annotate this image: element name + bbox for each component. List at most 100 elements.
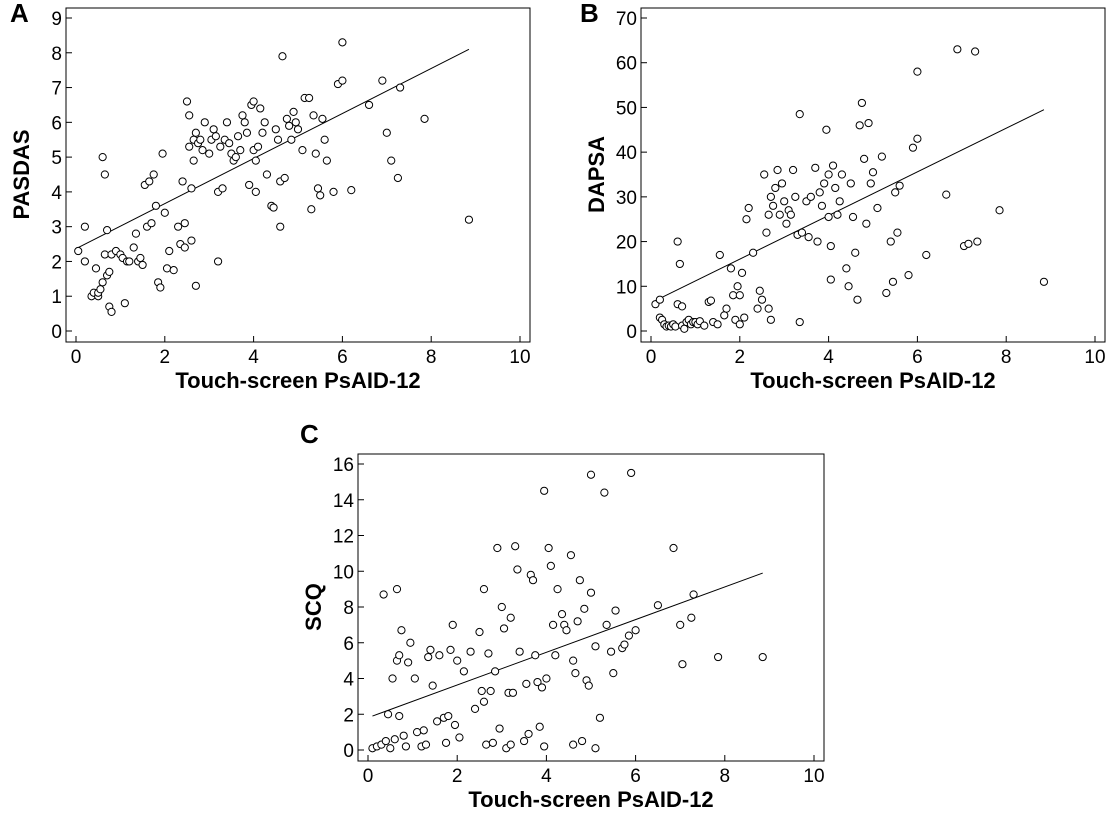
data-point — [313, 184, 323, 193]
data-point — [624, 631, 634, 640]
data-point — [459, 667, 468, 676]
data-point — [602, 620, 611, 629]
data-point — [815, 188, 824, 197]
data-point — [479, 697, 489, 706]
data-point — [524, 729, 533, 739]
data-point — [846, 179, 855, 188]
y-tick-label: 9 — [51, 9, 62, 30]
data-point — [129, 243, 138, 252]
data-point — [298, 146, 307, 155]
data-point — [537, 683, 547, 692]
data-point — [182, 97, 192, 106]
data-point — [396, 83, 405, 92]
data-point — [136, 253, 145, 263]
y-tick-label: 4 — [343, 670, 354, 691]
data-point — [758, 652, 767, 662]
data-point — [347, 186, 356, 195]
y-tick-label: 50 — [616, 98, 637, 119]
data-point — [913, 67, 922, 76]
data-point — [557, 610, 567, 619]
data-point — [749, 248, 758, 257]
y-tick-label: 4 — [51, 183, 62, 204]
x-tick-label: 8 — [720, 766, 731, 787]
data-point — [791, 192, 800, 201]
regression-line — [655, 109, 1045, 302]
data-point — [390, 735, 399, 744]
data-point — [240, 118, 249, 127]
data-point — [379, 590, 388, 599]
data-point — [386, 744, 395, 753]
data-point — [953, 45, 962, 54]
data-point — [882, 288, 891, 298]
data-point — [156, 283, 165, 292]
x-tick-label: 2 — [160, 347, 171, 368]
data-point — [782, 219, 791, 228]
data-point — [757, 295, 767, 304]
data-point — [860, 154, 869, 163]
data-point — [420, 114, 429, 123]
data-point — [533, 677, 542, 687]
data-point — [222, 118, 232, 127]
data-point — [551, 651, 560, 660]
data-point — [174, 222, 183, 231]
data-point — [497, 602, 506, 612]
y-tick-label: 3 — [51, 218, 62, 239]
data-point — [942, 190, 951, 199]
data-point — [888, 277, 898, 286]
data-point — [251, 187, 260, 196]
y-tick-label: 2 — [343, 705, 354, 726]
data-point — [820, 179, 829, 188]
data-point — [196, 135, 205, 144]
data-point — [120, 299, 129, 308]
plot-frame — [65, 7, 531, 343]
x-tick-label: 10 — [803, 766, 824, 787]
data-point — [837, 170, 847, 179]
data-point — [895, 181, 904, 190]
data-point — [546, 561, 555, 570]
data-point — [410, 674, 419, 683]
data-point — [213, 257, 223, 266]
data-point — [795, 317, 804, 327]
data-point — [733, 282, 742, 291]
x-axis-title: Touch-screen PsAID-12 — [750, 368, 995, 393]
x-tick-label: 0 — [363, 766, 374, 787]
x-tick-label: 8 — [426, 347, 437, 368]
data-point — [569, 656, 578, 665]
data-point — [531, 651, 540, 660]
data-point — [595, 713, 605, 722]
data-point — [922, 250, 931, 260]
data-point — [764, 210, 773, 219]
data-point — [477, 686, 486, 696]
data-point — [591, 744, 600, 753]
panel-letter: A — [10, 0, 29, 28]
data-point — [971, 47, 980, 56]
data-point — [729, 291, 738, 300]
data-point — [653, 601, 663, 610]
data-point — [149, 170, 158, 179]
data-point — [393, 173, 402, 183]
data-point — [187, 184, 196, 193]
regression-line — [372, 572, 763, 717]
data-point — [513, 565, 522, 574]
data-point — [913, 134, 922, 143]
y-tick-label: 2 — [51, 252, 62, 273]
data-point — [191, 128, 200, 137]
data-point — [289, 107, 298, 117]
data-point — [100, 170, 109, 179]
data-point — [80, 257, 89, 266]
data-point — [780, 197, 789, 206]
data-point — [508, 688, 518, 697]
y-tick-label: 6 — [51, 113, 62, 134]
data-point — [773, 165, 782, 175]
y-tick-label: 5 — [51, 148, 62, 169]
data-point — [506, 613, 515, 622]
data-point — [609, 669, 618, 678]
data-point — [886, 237, 895, 246]
data-point — [426, 645, 435, 655]
data-point — [406, 638, 415, 647]
data-point — [388, 674, 397, 683]
data-point — [522, 679, 531, 688]
data-point — [307, 205, 316, 214]
data-point — [824, 212, 833, 222]
